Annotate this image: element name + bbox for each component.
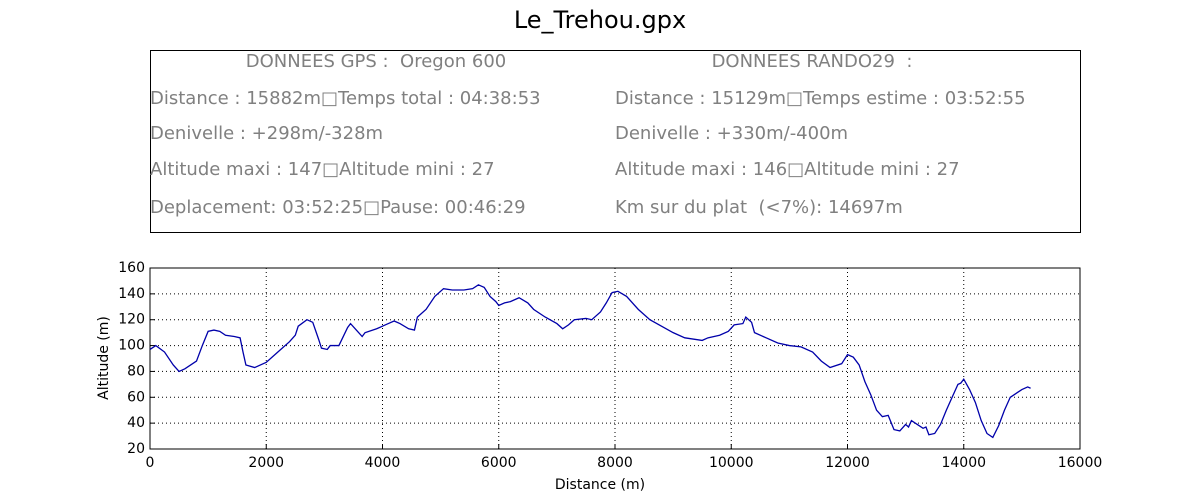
x-tick-label: 16000 xyxy=(1058,455,1103,471)
x-tick-label: 8000 xyxy=(597,455,633,471)
info-text: Altitude maxi : 146□Altitude mini : 27 xyxy=(615,159,960,180)
y-tick-label: 160 xyxy=(118,260,145,276)
y-tick-label: 100 xyxy=(118,338,145,354)
plot-frame xyxy=(149,267,1081,450)
info-text: Distance : 15129m□Temps estime : 03:52:5… xyxy=(615,88,1026,109)
y-axis-label: Altitude (m) xyxy=(96,316,112,400)
info-text: Denivelle : +298m/-328m xyxy=(150,123,383,144)
y-tick-label: 40 xyxy=(127,415,145,431)
x-tick-label: 0 xyxy=(146,455,155,471)
info-box xyxy=(150,50,1081,233)
x-tick-label: 14000 xyxy=(941,455,986,471)
info-text: Deplacement: 03:52:25□Pause: 00:46:29 xyxy=(150,197,526,218)
x-tick-label: 4000 xyxy=(365,455,401,471)
y-tick-label: 60 xyxy=(127,389,145,405)
x-tick-label: 2000 xyxy=(248,455,284,471)
info-text: Km sur du plat (<7%): 14697m xyxy=(615,197,903,218)
y-tick-label: 120 xyxy=(118,312,145,328)
y-tick-label: 140 xyxy=(118,286,145,302)
x-tick-label: 6000 xyxy=(481,455,517,471)
altitude-line xyxy=(149,284,1031,439)
info-text: Denivelle : +330m/-400m xyxy=(615,123,848,144)
info-text: DONNEES GPS : Oregon 600 xyxy=(246,51,506,72)
y-tick-label: 20 xyxy=(127,441,145,457)
x-tick-label: 10000 xyxy=(709,455,754,471)
info-text: DONNEES RANDO29 : xyxy=(712,51,913,72)
x-axis-label: Distance (m) xyxy=(555,477,645,493)
chart-title: Le_Trehou.gpx xyxy=(514,6,686,34)
info-text: Altitude maxi : 147□Altitude mini : 27 xyxy=(150,159,495,180)
y-tick-label: 80 xyxy=(127,363,145,379)
info-text: Distance : 15882m□Temps total : 04:38:53 xyxy=(150,88,541,109)
x-tick-label: 12000 xyxy=(825,455,870,471)
